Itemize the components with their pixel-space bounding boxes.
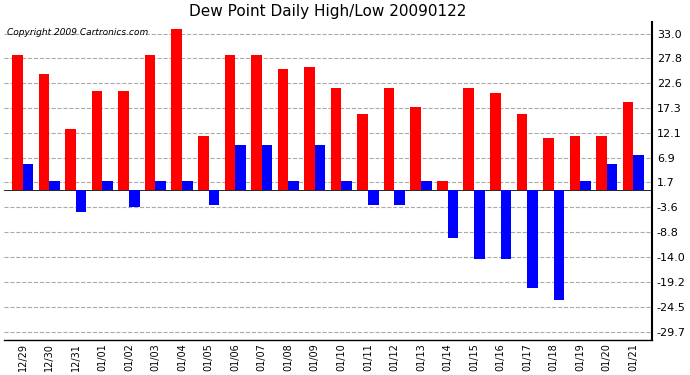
Bar <box>288 181 299 190</box>
Bar <box>208 190 219 205</box>
Bar <box>102 181 113 190</box>
Bar <box>490 93 501 190</box>
Bar <box>304 67 315 190</box>
Bar <box>12 55 23 190</box>
Bar <box>474 190 484 259</box>
Bar <box>623 102 633 190</box>
Bar <box>224 55 235 190</box>
Bar <box>129 190 139 207</box>
Bar <box>464 88 474 190</box>
Bar <box>182 181 193 190</box>
Bar <box>49 181 60 190</box>
Bar <box>421 181 432 190</box>
Bar <box>262 145 273 190</box>
Bar <box>39 74 49 190</box>
Bar <box>580 181 591 190</box>
Bar <box>155 181 166 190</box>
Bar <box>235 145 246 190</box>
Bar <box>23 164 33 190</box>
Bar <box>171 29 182 190</box>
Bar <box>384 88 395 190</box>
Bar <box>198 136 208 190</box>
Bar <box>277 69 288 190</box>
Bar <box>395 190 405 205</box>
Bar <box>633 155 644 190</box>
Bar <box>607 164 618 190</box>
Bar <box>118 91 129 190</box>
Bar <box>517 114 527 190</box>
Bar <box>501 190 511 259</box>
Bar <box>437 181 448 190</box>
Bar <box>331 88 342 190</box>
Text: Copyright 2009 Cartronics.com: Copyright 2009 Cartronics.com <box>8 28 148 37</box>
Bar <box>368 190 379 205</box>
Bar <box>357 114 368 190</box>
Bar <box>342 181 352 190</box>
Bar <box>92 91 102 190</box>
Bar <box>411 107 421 190</box>
Bar <box>596 136 607 190</box>
Title: Dew Point Daily High/Low 20090122: Dew Point Daily High/Low 20090122 <box>189 4 466 19</box>
Bar <box>315 145 326 190</box>
Bar <box>554 190 564 300</box>
Bar <box>66 129 76 190</box>
Bar <box>448 190 458 238</box>
Bar <box>145 55 155 190</box>
Bar <box>570 136 580 190</box>
Bar <box>543 138 554 190</box>
Bar <box>251 55 262 190</box>
Bar <box>76 190 86 212</box>
Bar <box>527 190 538 288</box>
